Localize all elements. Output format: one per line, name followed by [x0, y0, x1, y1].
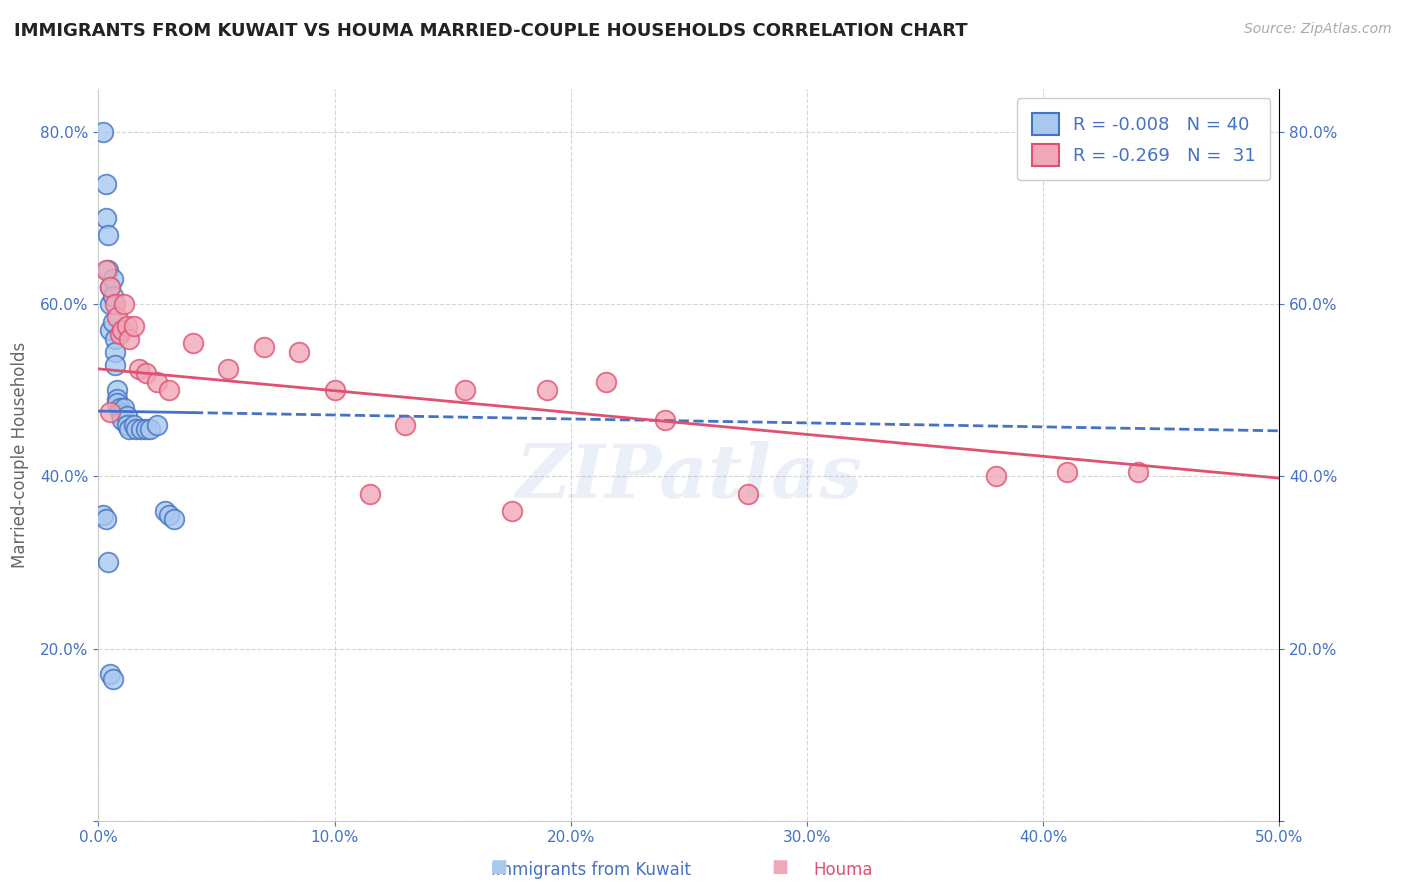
Point — [115, 417, 138, 432]
Point — [108, 405, 131, 419]
Point — [101, 672, 124, 686]
Text: ■: ■ — [491, 858, 508, 876]
Point — [97, 263, 120, 277]
Point — [394, 417, 416, 432]
Point — [101, 289, 124, 303]
Point — [163, 512, 186, 526]
Point — [98, 405, 121, 419]
Point — [98, 297, 121, 311]
Point — [146, 375, 169, 389]
Point — [98, 280, 121, 294]
Text: ZIPatlas: ZIPatlas — [516, 441, 862, 513]
Point — [139, 422, 162, 436]
Y-axis label: Married-couple Households: Married-couple Households — [11, 342, 30, 568]
Point — [104, 332, 127, 346]
Point — [108, 327, 131, 342]
Point — [111, 323, 134, 337]
Point — [91, 508, 114, 523]
Point — [115, 409, 138, 424]
Point — [97, 228, 120, 243]
Point — [98, 667, 121, 681]
Text: Houma: Houma — [814, 861, 873, 879]
Text: Source: ZipAtlas.com: Source: ZipAtlas.com — [1244, 22, 1392, 37]
Point — [984, 469, 1007, 483]
Point — [536, 384, 558, 398]
Point — [157, 384, 180, 398]
Point — [112, 297, 135, 311]
Point — [125, 422, 148, 436]
Legend: R = -0.008   N = 40, R = -0.269   N =  31: R = -0.008 N = 40, R = -0.269 N = 31 — [1018, 98, 1271, 180]
Point — [135, 366, 157, 380]
Point — [129, 422, 152, 436]
Text: Immigrants from Kuwait: Immigrants from Kuwait — [491, 861, 690, 879]
Point — [115, 318, 138, 333]
Point — [98, 323, 121, 337]
Point — [654, 413, 676, 427]
Point — [105, 310, 128, 325]
Text: IMMIGRANTS FROM KUWAIT VS HOUMA MARRIED-COUPLE HOUSEHOLDS CORRELATION CHART: IMMIGRANTS FROM KUWAIT VS HOUMA MARRIED-… — [14, 22, 967, 40]
Point — [122, 417, 145, 432]
Point — [104, 297, 127, 311]
Point — [104, 344, 127, 359]
Point — [359, 486, 381, 500]
Point — [94, 263, 117, 277]
Point — [112, 401, 135, 415]
Point — [157, 508, 180, 523]
Point — [217, 362, 239, 376]
Point — [135, 422, 157, 436]
Point — [108, 401, 131, 415]
Point — [128, 362, 150, 376]
Point — [253, 340, 276, 354]
Point — [111, 408, 134, 422]
Point — [595, 375, 617, 389]
Point — [288, 344, 311, 359]
Point — [105, 396, 128, 410]
Point — [1056, 465, 1078, 479]
Point — [97, 556, 120, 570]
Point — [146, 417, 169, 432]
Point — [118, 332, 141, 346]
Point — [101, 314, 124, 328]
Point — [94, 211, 117, 226]
Point — [118, 422, 141, 436]
Point — [91, 125, 114, 139]
Point — [323, 384, 346, 398]
Point — [153, 504, 176, 518]
Point — [105, 392, 128, 406]
Point — [111, 413, 134, 427]
Point — [104, 358, 127, 372]
Point — [94, 512, 117, 526]
Point — [501, 504, 523, 518]
Point — [94, 177, 117, 191]
Point — [105, 384, 128, 398]
Point — [453, 384, 475, 398]
Point — [101, 271, 124, 285]
Point — [181, 336, 204, 351]
Point — [122, 318, 145, 333]
Point — [111, 409, 134, 424]
Text: ■: ■ — [772, 858, 789, 876]
Point — [737, 486, 759, 500]
Point — [1126, 465, 1149, 479]
Point — [98, 280, 121, 294]
